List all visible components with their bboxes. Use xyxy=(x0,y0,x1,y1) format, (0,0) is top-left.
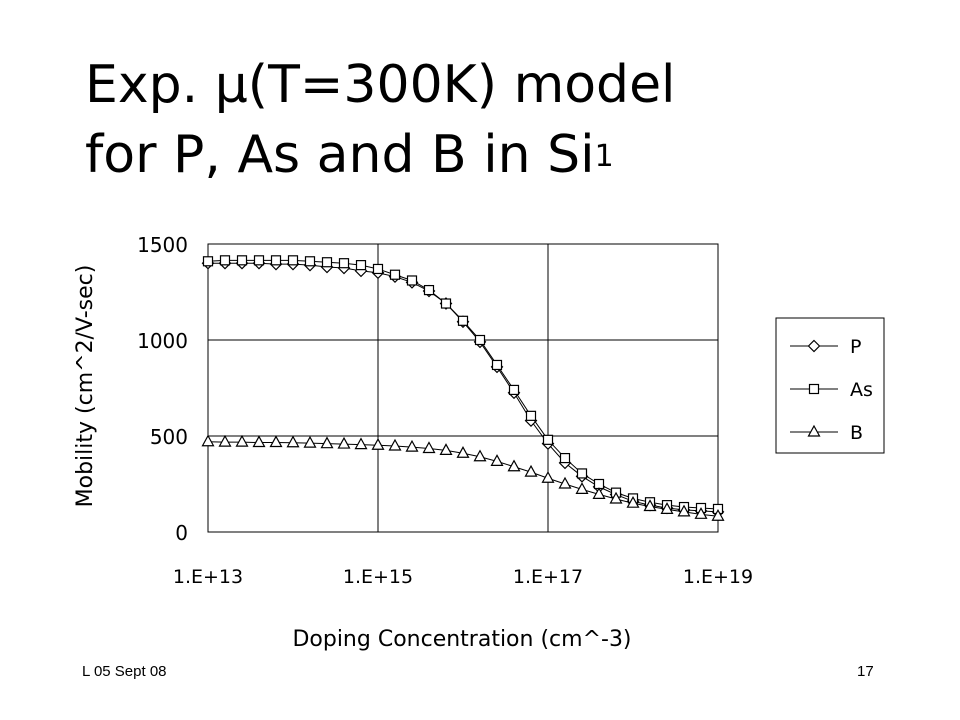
series-line-as xyxy=(207,259,719,510)
data-point-b xyxy=(575,482,589,494)
legend-label-p: P xyxy=(850,336,861,358)
data-point-b xyxy=(337,436,351,449)
data-point-as xyxy=(253,255,265,266)
y-tick-label: 1000 xyxy=(137,329,188,353)
data-point-as xyxy=(542,434,554,445)
data-point-as xyxy=(338,258,350,269)
x-tick-label: 1.E+19 xyxy=(683,566,753,588)
chart-grid xyxy=(207,243,719,533)
data-point-b xyxy=(456,446,470,458)
data-point-as xyxy=(389,269,401,280)
data-point-as xyxy=(304,256,316,267)
data-point-b xyxy=(643,499,657,512)
data-point-b xyxy=(218,434,232,447)
data-point-as xyxy=(457,315,469,326)
series-layer xyxy=(201,255,725,521)
series-as xyxy=(202,255,724,515)
data-point-b xyxy=(592,487,606,499)
x-tick-label: 1.E+17 xyxy=(513,566,583,588)
data-point-as xyxy=(559,452,571,464)
data-point-b xyxy=(320,436,334,449)
chart-legend: P As B xyxy=(775,317,885,454)
y-axis-label: Mobility (cm^2/V-sec) xyxy=(73,265,98,508)
title-line1-prefix: Exp. xyxy=(85,55,215,115)
data-point-b xyxy=(694,507,708,519)
data-point-as xyxy=(491,359,503,371)
data-point-as xyxy=(372,263,384,275)
data-point-as xyxy=(287,255,299,266)
data-point-b xyxy=(388,438,402,451)
data-point-b xyxy=(422,441,436,454)
x-tick-label: 1.E+13 xyxy=(173,566,243,588)
data-point-as xyxy=(576,468,588,479)
title-line2: for P, As and B in Si xyxy=(85,125,595,185)
data-point-b xyxy=(507,459,521,472)
slide-title: Exp. μ(T=300K) model for P, As and B in … xyxy=(85,50,905,190)
series-line-p xyxy=(208,262,719,513)
data-point-b xyxy=(609,491,623,504)
x-tick-label: 1.E+15 xyxy=(343,566,413,588)
data-point-b xyxy=(201,434,215,447)
plot-area xyxy=(207,243,719,533)
data-point-b xyxy=(286,435,300,448)
data-point-b xyxy=(235,434,249,447)
data-point-b xyxy=(371,437,385,450)
data-point-as xyxy=(423,284,435,296)
data-point-b xyxy=(252,435,266,448)
tick-labels: 0 500 1000 1500 1.E+13 1.E+15 1.E+17 1.E+19 xyxy=(137,233,753,588)
data-point-b xyxy=(405,439,419,452)
data-point-as xyxy=(355,260,367,271)
legend-label-b: B xyxy=(850,422,863,444)
x-axis-label: Doping Concentration (cm^-3) xyxy=(292,627,631,652)
y-tick-label: 0 xyxy=(175,521,188,545)
data-point-b xyxy=(354,437,368,450)
data-point-b xyxy=(541,470,555,483)
data-point-as xyxy=(525,410,537,421)
legend-marker-as xyxy=(808,383,820,395)
data-point-as xyxy=(236,255,248,266)
legend-marker-b xyxy=(807,424,821,437)
data-point-b xyxy=(660,502,674,514)
data-point-as xyxy=(474,334,486,346)
data-point-b xyxy=(473,449,487,462)
y-tick-label: 1500 xyxy=(137,233,188,257)
series-p xyxy=(201,256,725,519)
data-point-b xyxy=(626,495,640,508)
data-point-as xyxy=(202,256,214,267)
title-superscript: 1 xyxy=(594,139,614,174)
data-point-b xyxy=(269,435,283,448)
data-point-b xyxy=(677,504,691,517)
data-point-b xyxy=(303,435,317,448)
data-point-b xyxy=(524,464,538,477)
data-point-b xyxy=(439,443,453,455)
data-point-as xyxy=(321,257,333,268)
title-line1-suffix: (T=300K) model xyxy=(247,55,676,115)
legend-marker-p xyxy=(807,339,821,353)
data-point-b xyxy=(558,476,572,489)
legend-label-as: As xyxy=(850,379,873,401)
legend-box xyxy=(775,317,885,454)
data-point-as xyxy=(219,255,231,266)
mu-symbol: μ xyxy=(214,55,248,115)
y-tick-label: 500 xyxy=(150,425,188,449)
data-point-as xyxy=(508,384,520,396)
data-point-as xyxy=(270,255,282,266)
series-b xyxy=(201,434,725,521)
data-point-b xyxy=(711,509,725,521)
footer-date: L 05 Sept 08 xyxy=(82,663,167,680)
page-number: 17 xyxy=(857,663,874,680)
data-point-as xyxy=(406,275,418,286)
data-point-b xyxy=(490,454,504,466)
data-point-as xyxy=(440,298,452,309)
